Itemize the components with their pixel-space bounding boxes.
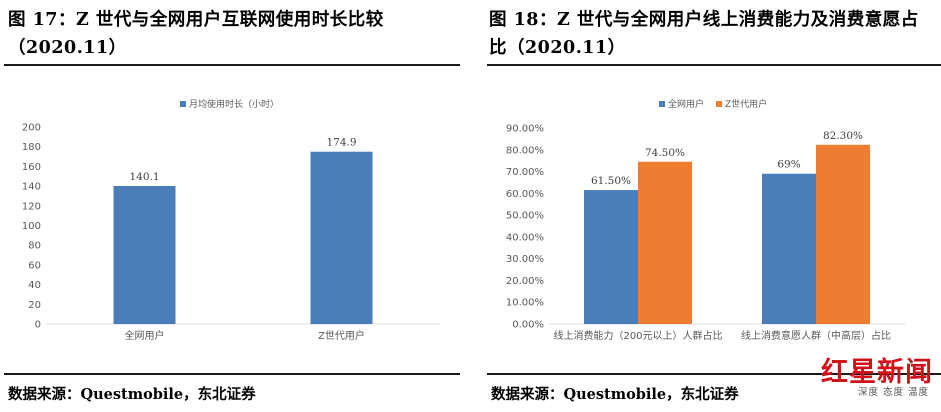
left-chart-ytick-label: 80: [28, 241, 41, 252]
left-chart-ytick-label: 160: [22, 162, 41, 173]
right-chart-ytick-label: 60.00%: [506, 189, 544, 200]
left-chart-category-label: 全网用户: [125, 329, 165, 342]
right-chart-ytick-label: 80.00%: [506, 145, 544, 156]
right-chart-bar: [584, 190, 638, 324]
left-usage-chart: 0 20 40 60 80 100 120 140 160 180 200 140.1 全网用户 174.…: [22, 98, 440, 342]
right-chart-ytick-label: 70.00%: [506, 167, 544, 178]
right-chart-data-label: 74.50%: [645, 147, 685, 159]
left-bottom-rule: [4, 373, 460, 375]
right-chart-ytick-label: 20.00%: [506, 276, 544, 287]
right-chart-ytick-label: 40.00%: [506, 232, 544, 243]
right-chart-category-label: 线上消费意愿人群（中高层）占比: [741, 329, 891, 342]
left-chart-bar: [310, 151, 373, 324]
right-chart-ytick-label: 50.00%: [506, 211, 544, 222]
left-chart-ytick-label: 140: [22, 182, 41, 193]
right-chart-bar: [816, 144, 870, 324]
right-chart-bar: [762, 173, 816, 324]
right-chart-ytick-label: 30.00%: [506, 254, 544, 265]
right-figure-title: 图 18：Z 世代与全网用户线上消费能力及消费意愿占比（2020.11）: [489, 10, 919, 58]
left-chart-ytick-label: 100: [22, 221, 41, 232]
news-watermark: 红星新闻 深度 态度 温度: [803, 350, 933, 400]
right-chart-ytick-label: 0.00%: [512, 320, 544, 331]
left-chart-legend-label: 月均使用时长（小时）: [189, 98, 279, 110]
left-chart-ytick-label: 180: [22, 142, 41, 153]
right-top-rule: [487, 64, 941, 66]
left-chart-ytick-label: 0: [35, 320, 41, 331]
left-top-rule: [4, 64, 460, 66]
right-chart-ytick-label: 90.00%: [506, 124, 544, 135]
left-chart-data-label: 140.1: [129, 171, 159, 183]
right-chart-legend-swatch: [659, 101, 665, 107]
right-source-note: 数据来源：Questmobile，东北证券: [491, 386, 739, 403]
right-chart-legend-label: 全网用户: [668, 98, 704, 110]
right-chart-legend-label: Z世代用户: [725, 98, 767, 110]
right-consumption-chart: 0.00% 10.00% 20.00% 30.00% 40.00% 50.00% 60.00…: [506, 98, 905, 342]
left-chart-data-label: 174.9: [326, 137, 356, 149]
left-chart-ytick-label: 40: [28, 280, 41, 291]
left-chart-ytick-label: 200: [22, 123, 41, 134]
right-chart-data-label: 69%: [777, 159, 800, 171]
right-chart-ytick-label: 10.00%: [506, 298, 544, 309]
right-chart-data-label: 61.50%: [591, 175, 631, 187]
left-chart-ytick-label: 60: [28, 260, 41, 271]
right-chart-category-label: 线上消费能力（200元以上）人群占比: [553, 329, 722, 342]
left-figure-title: 图 17：Z 世代与全网用户互联网使用时长比较（2020.11）: [8, 10, 384, 58]
left-chart-bar: [113, 186, 176, 324]
right-chart-legend-swatch: [716, 101, 722, 107]
left-chart-ytick-label: 20: [28, 300, 41, 311]
left-chart-legend-swatch: [180, 101, 186, 107]
left-chart-ytick-label: 120: [22, 201, 41, 212]
left-chart-category-label: Z世代用户: [318, 329, 365, 342]
watermark-slogan: 深度 态度 温度: [857, 387, 929, 398]
watermark-logo-text: 红星新闻: [821, 357, 933, 388]
right-chart-data-label: 82.30%: [823, 130, 863, 142]
right-chart-bar: [638, 161, 692, 324]
right-bottom-rule: [487, 373, 941, 375]
left-source-note: 数据来源：Questmobile，东北证券: [8, 386, 256, 403]
